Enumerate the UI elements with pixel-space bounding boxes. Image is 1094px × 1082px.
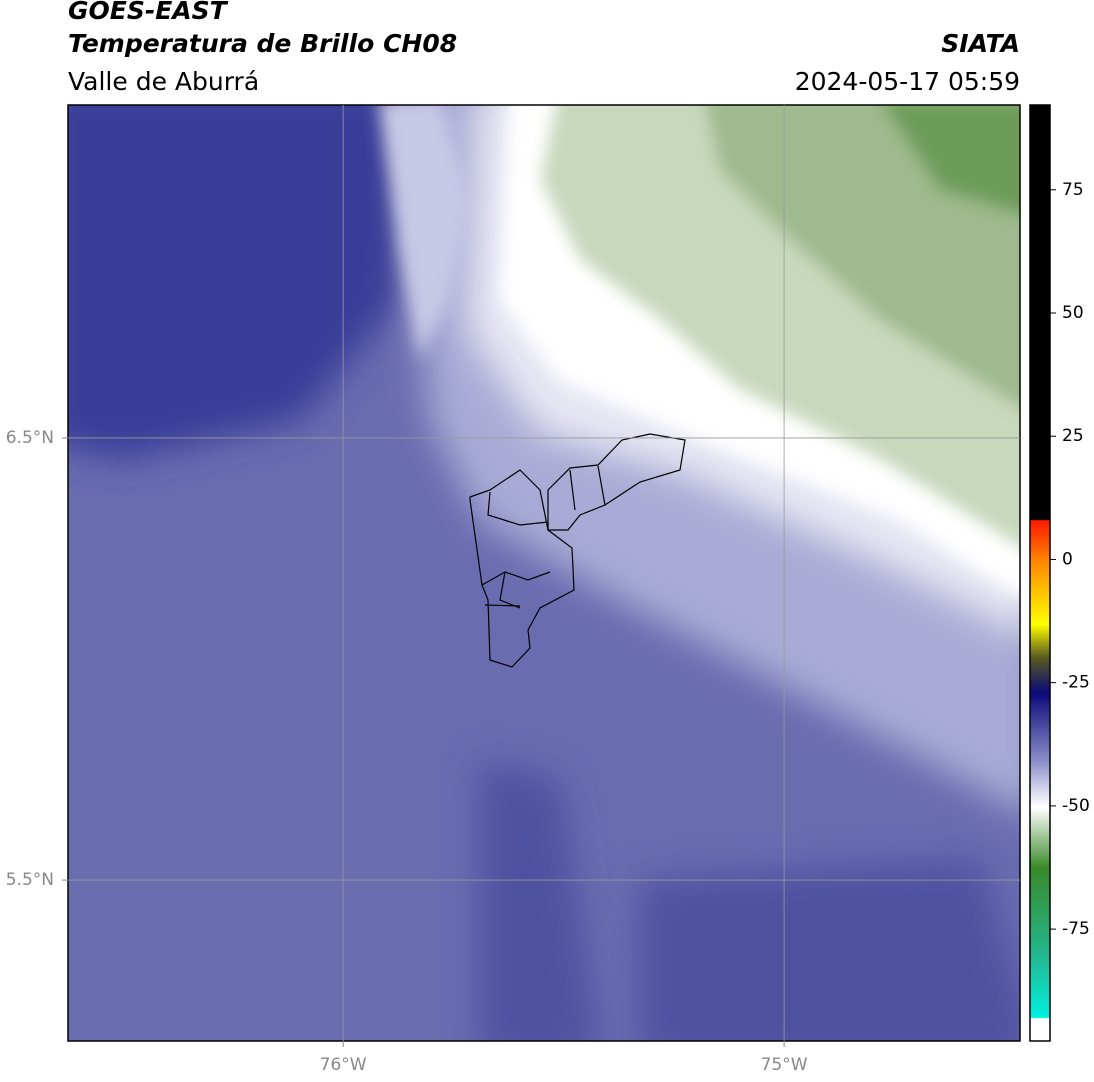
colorbar-tick-label: -75 <box>1062 919 1090 939</box>
source-label: SIATA <box>941 29 1020 58</box>
lat-tick-label: 6.5°N <box>6 428 54 448</box>
municipal-boundaries <box>469 433 686 668</box>
region-subtitle: Valle de Aburrá <box>68 67 259 96</box>
colorbar-tick-label: 25 <box>1062 426 1084 446</box>
colorbar-tick-label: 50 <box>1062 303 1084 323</box>
colorbar-tick-label: 0 <box>1062 549 1073 569</box>
lon-tick-label: 75°W <box>761 1055 808 1075</box>
satellite-title: GOES-EAST <box>68 0 229 25</box>
lon-tick-label: 76°W <box>320 1055 367 1075</box>
timestamp: 2024-05-17 05:59 <box>795 67 1020 96</box>
satellite-image <box>68 105 1020 1041</box>
product-title: Temperatura de Brillo CH08 <box>68 29 457 58</box>
lat-tick-label: 5.5°N <box>6 870 54 890</box>
colorbar-tick-label: -25 <box>1062 673 1090 693</box>
map-frame <box>67 104 1021 1042</box>
colorbar <box>1029 104 1051 1042</box>
colorbar-tick-label: 75 <box>1062 180 1084 200</box>
colorbar-tick-label: -50 <box>1062 796 1090 816</box>
